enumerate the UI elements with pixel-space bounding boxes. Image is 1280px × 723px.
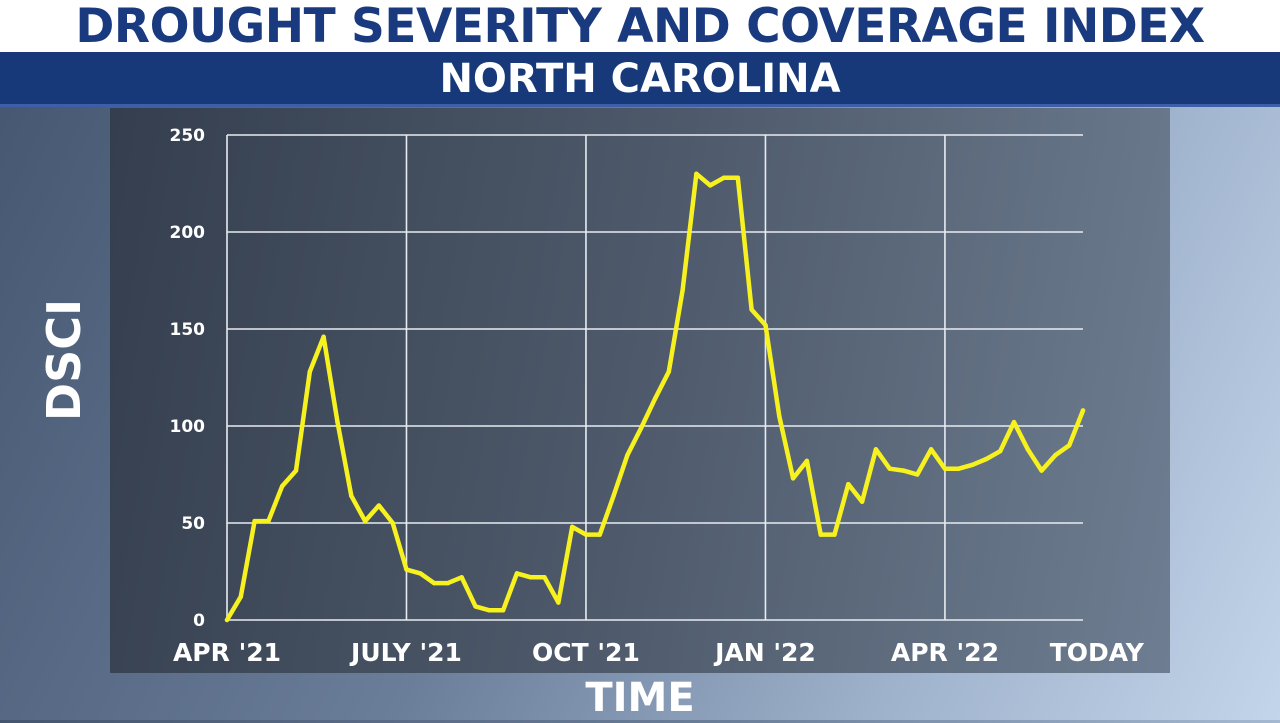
data-point	[252, 518, 257, 524]
data-point	[500, 608, 506, 613]
y-tick-label: 100	[170, 417, 206, 437]
data-point	[266, 518, 271, 524]
data-point	[997, 449, 1003, 454]
data-point	[832, 532, 837, 537]
data-point	[556, 600, 561, 605]
data-point	[224, 617, 230, 623]
data-point	[1025, 447, 1030, 452]
data-point	[597, 532, 602, 537]
data-point	[721, 175, 727, 180]
data-point	[873, 447, 879, 452]
data-point	[1039, 468, 1044, 473]
data-point	[970, 462, 975, 467]
y-axis-label: DSCI	[37, 298, 91, 422]
y-tick-label: 250	[170, 126, 206, 146]
data-point	[901, 468, 906, 473]
data-point	[335, 419, 340, 425]
data-point	[528, 575, 533, 580]
data-point	[390, 520, 395, 526]
x-tick-label: JAN '22	[713, 638, 816, 667]
y-tick-label: 0	[193, 611, 205, 631]
data-point	[790, 476, 796, 481]
data-point	[431, 580, 437, 586]
x-tick-label: APR '21	[173, 638, 281, 667]
x-tick-label: JULY '21	[349, 638, 462, 667]
data-point	[583, 532, 589, 537]
subtitle-band	[0, 52, 1280, 107]
data-point	[473, 604, 478, 609]
data-point	[1053, 452, 1058, 458]
data-point	[376, 503, 382, 508]
data-point	[569, 524, 575, 530]
data-point	[238, 594, 244, 599]
data-point	[293, 468, 299, 473]
data-point	[611, 493, 616, 499]
data-point	[487, 608, 492, 613]
data-point	[418, 571, 423, 576]
data-point	[887, 466, 892, 471]
data-point	[749, 307, 754, 312]
data-point	[362, 518, 368, 524]
data-point	[514, 571, 520, 576]
data-point	[280, 483, 285, 489]
chart-title: DROUGHT SEVERITY AND COVERAGE INDEX	[75, 0, 1205, 54]
chart-panel: 0 50 100 150 200 250 APR '21 JULY '21 OCT '21 JAN…	[110, 108, 1170, 673]
data-point	[349, 493, 354, 499]
data-point	[777, 414, 782, 419]
y-tick-label: 150	[170, 320, 206, 340]
data-point	[735, 175, 741, 180]
data-point	[928, 447, 934, 452]
data-point	[638, 425, 644, 431]
data-point	[625, 452, 630, 458]
data-point	[445, 580, 451, 586]
data-point	[915, 472, 920, 477]
data-point	[1011, 419, 1017, 425]
data-point	[956, 466, 961, 471]
data-point	[708, 183, 713, 188]
data-point	[846, 482, 851, 487]
x-tick-label: OCT '21	[532, 638, 640, 667]
data-point	[652, 396, 658, 402]
data-point	[459, 575, 464, 580]
x-axis-label: TIME	[585, 675, 695, 721]
data-point	[984, 456, 989, 462]
data-point	[859, 499, 865, 504]
data-point	[818, 532, 823, 537]
data-point	[804, 458, 810, 464]
data-point	[321, 334, 326, 339]
chart-subtitle: NORTH CAROLINA	[439, 56, 841, 102]
data-point	[404, 567, 409, 572]
data-point	[763, 322, 768, 328]
x-tick-label: TODAY	[1050, 638, 1145, 667]
data-point	[1066, 443, 1072, 448]
y-tick-label: 200	[170, 223, 206, 243]
title-band	[0, 0, 1280, 52]
data-point	[680, 288, 685, 293]
line-chart: 0 50 100 150 200 250 APR '21 JULY '21 OCT '21 JAN…	[170, 126, 1145, 667]
data-point	[307, 369, 313, 374]
data-point	[942, 466, 948, 471]
data-point	[666, 369, 672, 374]
y-tick-label: 50	[181, 514, 205, 534]
data-point	[1080, 408, 1086, 413]
data-point	[694, 171, 699, 176]
x-tick-label: APR '22	[891, 638, 999, 667]
data-point	[542, 575, 547, 580]
